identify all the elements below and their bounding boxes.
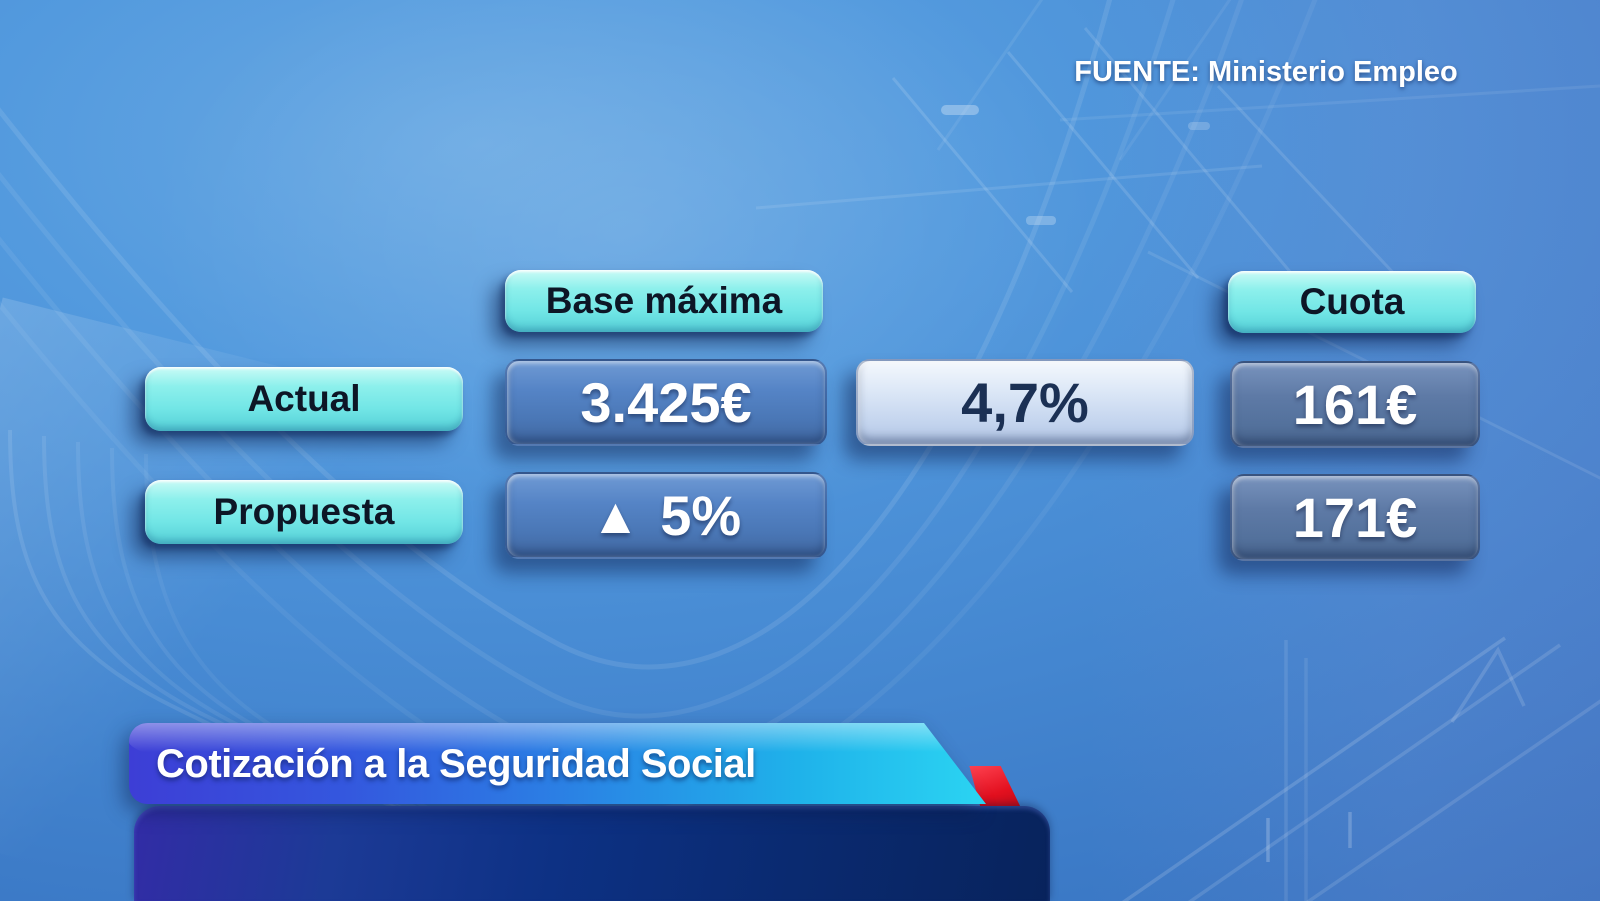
title-banner: Cotización a la Seguridad Social (128, 722, 988, 805)
base-change-value: 5% (660, 484, 742, 547)
value-base-maxima-propuesta: ▲ 5% (505, 472, 827, 559)
increase-triangle-icon: ▲ (590, 487, 641, 544)
source-attribution: FUENTE: Ministerio Empleo (1074, 56, 1458, 88)
lower-third-panel (134, 806, 1050, 901)
value-cuota-actual: 161€ (1230, 361, 1480, 448)
column-header-cuota: Cuota (1228, 271, 1476, 333)
column-header-base-maxima: Base máxima (505, 270, 823, 332)
value-rate-actual: 4,7% (856, 359, 1194, 446)
row-label-actual: Actual (145, 367, 463, 431)
value-cuota-propuesta: 171€ (1230, 474, 1480, 561)
value-base-maxima-actual: 3.425€ (505, 359, 827, 446)
row-label-propuesta: Propuesta (145, 480, 463, 544)
title-banner-shape (129, 723, 986, 804)
banner-title: Cotización a la Seguridad Social (156, 742, 756, 786)
